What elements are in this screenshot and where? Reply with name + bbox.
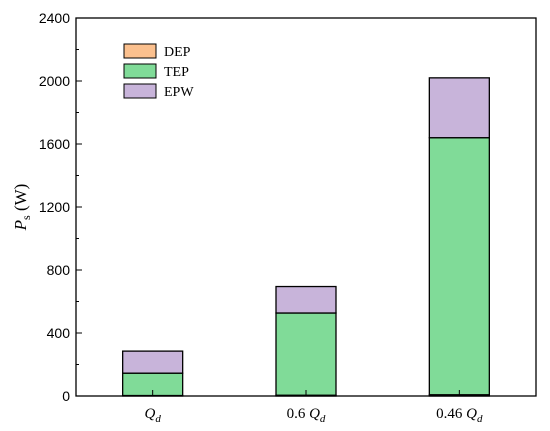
bar-tep — [275, 312, 337, 396]
y-tick-label: 2400 — [39, 10, 70, 26]
y-tick-label: 1200 — [39, 199, 70, 215]
y-tick-label: 400 — [47, 325, 71, 341]
y-tick-label: 800 — [47, 262, 71, 278]
bar-epw — [122, 350, 184, 374]
bars-layer — [122, 77, 490, 397]
legend-swatch-tep — [123, 63, 157, 79]
legend-swatch-dep — [123, 43, 157, 59]
x-tick-label: 0.6 Qd — [287, 406, 326, 425]
y-axis: 0 400 800 1200 1600 2000 2400 — [39, 10, 82, 404]
bar-tep — [428, 137, 490, 396]
x-tick-label: 0.46 Qd — [436, 406, 483, 425]
legend-label-tep: TEP — [164, 65, 189, 80]
bar-epw — [428, 77, 490, 139]
y-tick-label: 2000 — [39, 73, 70, 89]
legend: DEP TEP EPW — [123, 43, 194, 100]
bar-epw — [275, 285, 337, 314]
legend-label-epw: EPW — [164, 85, 194, 100]
plot-frame — [75, 17, 537, 397]
y-axis-label: Ps (W) — [11, 184, 33, 232]
legend-label-dep: DEP — [164, 45, 191, 60]
x-tick-label: Qd — [144, 406, 161, 425]
legend-swatch-epw — [123, 83, 157, 99]
y-tick-label: 0 — [62, 388, 70, 404]
x-axis: Qd 0.6 Qd 0.46 Qd — [144, 390, 483, 425]
y-tick-label: 1600 — [39, 136, 70, 152]
